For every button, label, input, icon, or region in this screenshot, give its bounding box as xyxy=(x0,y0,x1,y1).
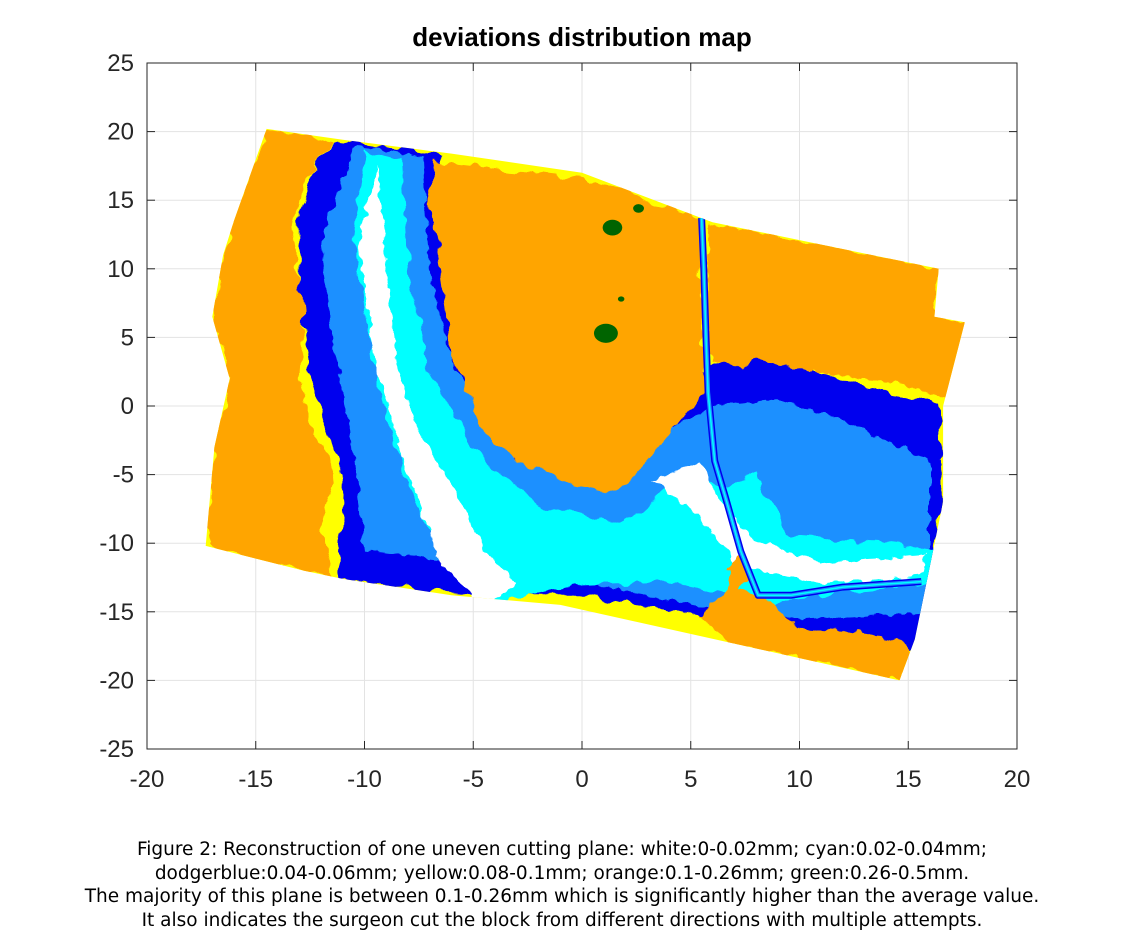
y-tick-label: 0 xyxy=(121,393,134,420)
caption-line: The majority of this plane is between 0.… xyxy=(84,886,1040,907)
x-tick-label: -15 xyxy=(238,766,273,793)
x-tick-label: -10 xyxy=(347,766,382,793)
green-spot xyxy=(593,323,618,343)
y-tick-label: 25 xyxy=(107,50,134,77)
y-tick-label: -5 xyxy=(113,462,134,489)
x-tick-label: -5 xyxy=(463,766,484,793)
x-tick-label: -20 xyxy=(130,766,165,793)
region-white xyxy=(358,164,517,605)
x-tick-label: 5 xyxy=(684,766,697,793)
region-orange-right xyxy=(708,222,965,400)
region-orange-bottom xyxy=(699,584,913,681)
y-tick-label: 10 xyxy=(107,256,134,283)
green-spot xyxy=(617,296,625,302)
region-orange-left xyxy=(205,128,337,578)
x-tick-label: 15 xyxy=(895,766,922,793)
y-tick-label: -20 xyxy=(99,667,134,694)
green-spot xyxy=(633,204,644,213)
figure-caption: Figure 2: Reconstruction of one uneven c… xyxy=(0,838,1124,932)
caption-line: dodgerblue:0.04-0.06mm; yellow:0.08-0.1m… xyxy=(154,862,970,884)
plot-area: -20 -15 -10 -5 0 5 10 15 20 25 20 15 10 5 0 -5 -10 -15 -20… xyxy=(99,50,1030,793)
chart-title: deviations distribution map xyxy=(412,22,752,52)
caption-line: It also indicates the surgeon cut the bl… xyxy=(141,909,983,931)
x-tick-label: 10 xyxy=(786,766,813,793)
x-tick-label: 0 xyxy=(575,766,588,793)
region-cyan xyxy=(353,150,937,605)
region-orange-u xyxy=(429,161,704,493)
x-tick-label: 20 xyxy=(1004,766,1031,793)
y-tick-label: -25 xyxy=(99,736,134,763)
y-tick-label: 20 xyxy=(107,119,134,146)
caption-line: Figure 2: Reconstruction of one uneven c… xyxy=(136,839,988,860)
y-tick-label: -15 xyxy=(99,599,134,626)
deviation-map xyxy=(205,128,965,681)
y-tick-label: 5 xyxy=(121,324,134,351)
y-tick-label: -10 xyxy=(99,530,134,557)
plane-layers xyxy=(205,128,965,681)
y-tick-label: 15 xyxy=(107,187,134,214)
chart-figure: deviations distribution map -20 -15 -10 -5 0… xyxy=(99,22,1030,793)
axes: -20 -15 -10 -5 0 5 10 15 20 25 20 15 10 5 0 -5 -10 -15 -20… xyxy=(99,50,1030,793)
region-white-channel xyxy=(653,460,926,585)
green-spot xyxy=(602,219,623,236)
crack-core xyxy=(700,217,922,597)
